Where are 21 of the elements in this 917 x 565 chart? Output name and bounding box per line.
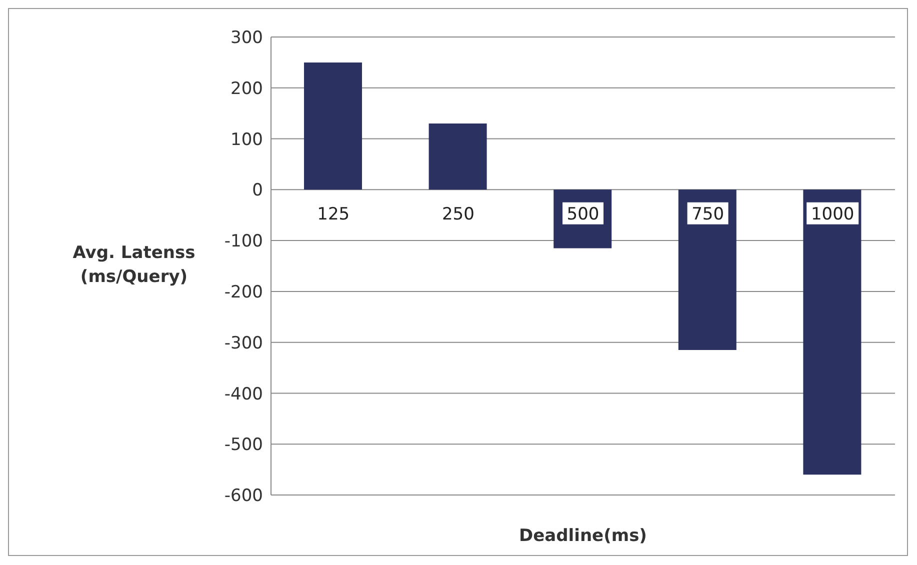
y-tick-label: 200 xyxy=(230,78,263,99)
x-tick-label: 125 xyxy=(317,204,350,224)
bar xyxy=(428,124,487,190)
y-tick-label: -200 xyxy=(224,282,263,302)
bar xyxy=(304,62,362,190)
x-tick-label: 750 xyxy=(692,204,724,224)
y-tick-label: 100 xyxy=(230,130,263,150)
y-tick-label: 300 xyxy=(230,28,263,48)
y-tick-label: -400 xyxy=(224,384,263,404)
x-axis-title: Deadline(ms) xyxy=(519,526,647,546)
y-tick-label: -300 xyxy=(224,333,263,354)
x-tick-label: 250 xyxy=(442,204,474,224)
y-tick-label: -100 xyxy=(224,232,263,252)
x-tick-label: 500 xyxy=(566,204,600,224)
y-axis-title: Avg. Latenss (ms/Query) xyxy=(72,242,196,289)
y-tick-label: -500 xyxy=(224,435,263,456)
bar xyxy=(678,190,736,350)
x-tick-label: 1000 xyxy=(810,204,854,224)
y-tick-label: -600 xyxy=(224,486,263,506)
bar xyxy=(803,190,862,475)
y-tick-label: 0 xyxy=(252,180,263,201)
